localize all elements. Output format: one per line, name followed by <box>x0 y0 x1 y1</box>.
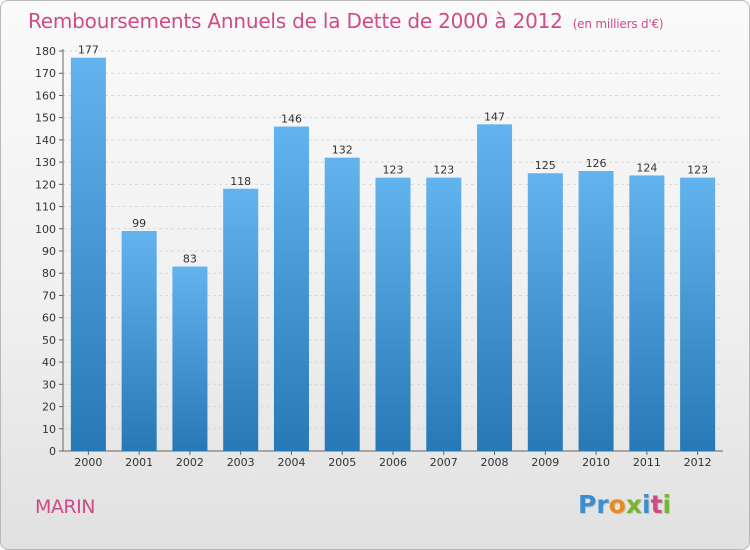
y-tick-label: 70 <box>42 289 56 302</box>
logo-letter: x <box>625 490 642 519</box>
bar-2005 <box>324 157 360 451</box>
y-tick-label: 0 <box>49 445 56 458</box>
value-label-2008: 147 <box>484 110 505 123</box>
chart-title-text: Remboursements Annuels de la Dette de 20… <box>28 9 563 33</box>
x-tick-label-2006: 2006 <box>379 456 407 469</box>
y-tick-label: 30 <box>42 378 56 391</box>
value-label-2002: 83 <box>183 253 197 266</box>
bar-2002 <box>172 266 208 451</box>
x-tick-label-2008: 2008 <box>481 456 509 469</box>
chart-unit-note: (en milliers d'€) <box>572 17 664 31</box>
bar-2000 <box>70 57 106 452</box>
bar-2004 <box>273 126 309 452</box>
value-label-2012: 123 <box>687 164 708 177</box>
value-label-2006: 123 <box>383 164 404 177</box>
town-name: MARIN <box>35 496 95 518</box>
y-tick-label: 120 <box>35 178 56 191</box>
bar-2008 <box>477 124 513 451</box>
x-tick-label-2011: 2011 <box>633 456 661 469</box>
y-tick-label: 50 <box>42 334 56 347</box>
bar-2010 <box>578 171 614 451</box>
y-tick-label: 180 <box>35 45 56 58</box>
logo-letter: i <box>642 490 651 519</box>
value-label-2001: 99 <box>132 217 146 230</box>
axis-layer: 0 10 20 30 40 50 60 70 80 90 100 110 120 130 140 150 160… <box>35 45 723 469</box>
y-tick-label: 10 <box>42 423 56 436</box>
logo-letter: P <box>578 490 597 519</box>
y-tick-label: 160 <box>35 89 56 102</box>
bar-2003 <box>223 188 259 451</box>
y-tick-label: 110 <box>35 201 56 214</box>
bar-2007 <box>426 177 462 451</box>
chart-title: Remboursements Annuels de la Dette de 20… <box>28 9 664 33</box>
value-label-2004: 146 <box>281 113 302 126</box>
x-tick-label-2004: 2004 <box>277 456 305 469</box>
y-tick-label: 60 <box>42 312 56 325</box>
y-tick-label: 150 <box>35 112 56 125</box>
bar-2009 <box>527 173 563 451</box>
y-tick-label: 80 <box>42 267 56 280</box>
logo-letter: i <box>662 490 672 519</box>
value-label-2009: 125 <box>535 159 556 172</box>
y-tick-label: 90 <box>42 245 56 258</box>
value-label-2011: 124 <box>636 161 657 174</box>
y-tick-label: 100 <box>35 223 56 236</box>
bar-2011 <box>629 175 665 451</box>
value-label-2010: 126 <box>586 157 607 170</box>
x-tick-label-2009: 2009 <box>531 456 559 469</box>
x-tick-label-2002: 2002 <box>176 456 204 469</box>
x-tick-label-2001: 2001 <box>125 456 153 469</box>
value-label-2005: 132 <box>332 144 353 157</box>
proxiti-logo[interactable]: Proxiti <box>578 490 671 519</box>
logo-letter: o <box>608 490 626 519</box>
logo-letter: t <box>650 490 663 519</box>
bar-2012 <box>680 177 716 451</box>
x-tick-label-2003: 2003 <box>227 456 255 469</box>
value-label-2000: 177 <box>78 44 99 57</box>
y-tick-label: 130 <box>35 156 56 169</box>
x-tick-label-2000: 2000 <box>74 456 102 469</box>
y-tick-label: 20 <box>42 401 56 414</box>
x-tick-label-2007: 2007 <box>430 456 458 469</box>
label-layer: 177 99 83 118 146 132 123 123 147 125 126 124 123 <box>78 44 708 266</box>
x-tick-label-2010: 2010 <box>582 456 610 469</box>
value-label-2007: 123 <box>433 164 454 177</box>
bar-layer <box>70 57 716 452</box>
value-label-2003: 118 <box>230 175 251 188</box>
x-tick-label-2005: 2005 <box>328 456 356 469</box>
x-tick-label-2012: 2012 <box>684 456 712 469</box>
y-tick-label: 170 <box>35 67 56 80</box>
y-tick-label: 140 <box>35 134 56 147</box>
logo-letter: r <box>596 490 609 519</box>
y-tick-label: 40 <box>42 356 56 369</box>
bar-2001 <box>121 231 157 451</box>
bar-2006 <box>375 177 411 451</box>
